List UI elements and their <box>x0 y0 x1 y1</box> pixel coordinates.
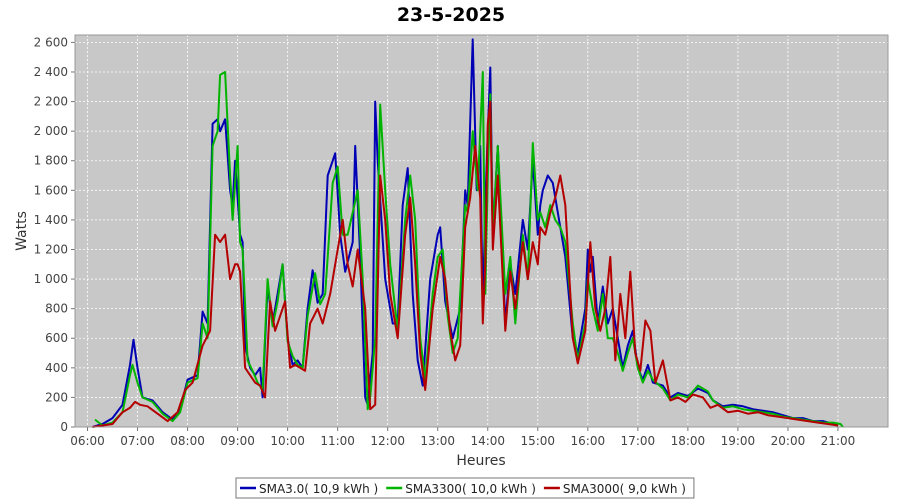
x-tick-label: 19:00 <box>721 434 756 448</box>
y-tick-label: 1 000 <box>34 272 68 286</box>
x-tick-label: 13:00 <box>420 434 455 448</box>
x-tick-label: 07:00 <box>120 434 155 448</box>
y-tick-label: 2 400 <box>34 65 68 79</box>
x-tick-label: 10:00 <box>270 434 305 448</box>
legend-box <box>235 477 695 499</box>
plot-border <box>74 34 889 428</box>
series-layer <box>92 38 844 428</box>
grid-layer <box>75 35 888 428</box>
series-line-3 <box>92 100 839 428</box>
y-tick-label: 1 800 <box>34 154 68 168</box>
y-tick-label: 400 <box>45 361 68 375</box>
legend: SMA3.0( 10,9 kWh ) SMA3300( 10,0 kWh ) SMA… <box>235 477 695 499</box>
y-tick-label: 1 400 <box>34 213 68 227</box>
y-tick-label: 2 600 <box>34 35 68 49</box>
x-axis-label: Heures <box>456 453 505 469</box>
y-tick-label: 600 <box>45 331 68 345</box>
x-tick-label: 21:00 <box>821 434 856 448</box>
y-tick-label: 2 000 <box>34 124 68 138</box>
x-tick-label: 06:00 <box>70 434 105 448</box>
x-tick-label: 20:00 <box>771 434 806 448</box>
legend-label-1: SMA3.0( 10,9 kWh ) <box>259 482 378 496</box>
x-tick-label: 12:00 <box>370 434 405 448</box>
legend-label-3: SMA3000( 9,0 kWh ) <box>563 482 686 496</box>
y-tick-label: 1 600 <box>34 183 68 197</box>
x-tick-label: 15:00 <box>520 434 555 448</box>
series-line-2 <box>94 71 844 428</box>
x-tick-label: 08:00 <box>170 434 205 448</box>
legend-label-2: SMA3300( 10,0 kWh ) <box>405 482 536 496</box>
y-axis-label: Watts <box>14 211 30 251</box>
x-tick-label: 14:00 <box>470 434 505 448</box>
y-tick-label: 2 200 <box>34 95 68 109</box>
x-tick-label: 09:00 <box>220 434 255 448</box>
chart-title: 23-5-2025 <box>397 4 505 26</box>
x-tick-label: 17:00 <box>621 434 656 448</box>
y-tick-label: 0 <box>60 420 68 434</box>
x-tick-label: 16:00 <box>571 434 606 448</box>
y-axis: 0 200 400 600 800 1 000 1 200 1 400 1 600 1 800 2 … <box>34 35 75 434</box>
x-tick-label: 18:00 <box>671 434 706 448</box>
x-tick-label: 11:00 <box>320 434 355 448</box>
y-tick-label: 1 200 <box>34 242 68 256</box>
x-axis: 06:00 07:00 08:00 09:00 10:00 11:00 12:00 13:00… <box>70 427 855 448</box>
y-tick-label: 800 <box>45 302 68 316</box>
y-tick-label: 200 <box>45 390 68 404</box>
